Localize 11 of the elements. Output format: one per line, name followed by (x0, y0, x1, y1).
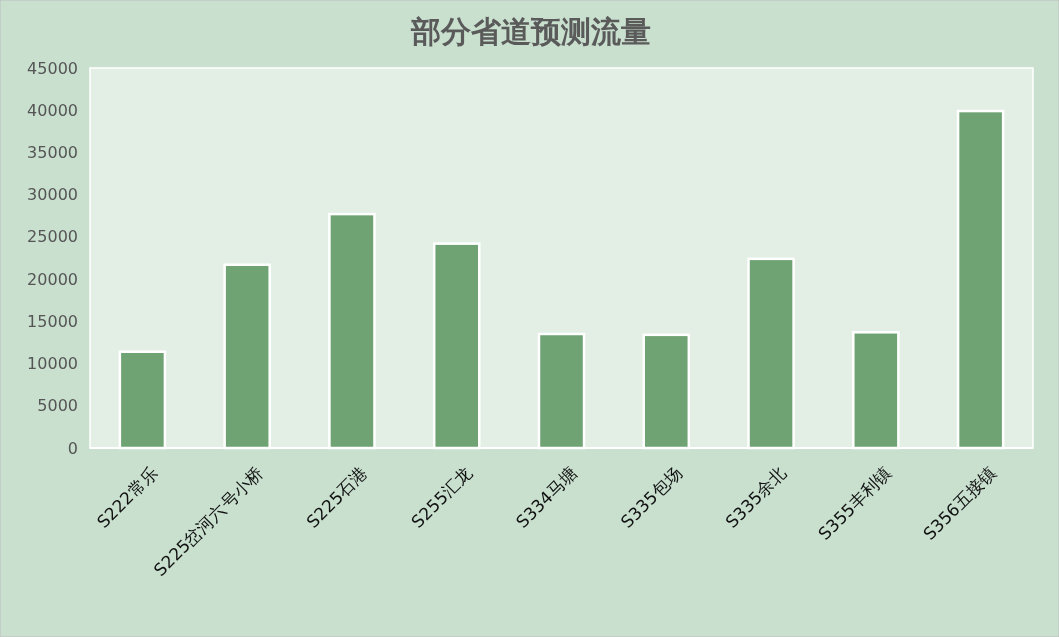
y-tick-label: 30000 (27, 185, 78, 205)
y-tick-label: 40000 (27, 100, 78, 120)
y-tick-label: 5000 (37, 396, 78, 416)
y-tick-label: 25000 (27, 227, 78, 247)
y-tick-label: 45000 (27, 58, 78, 78)
y-tick-label: 20000 (27, 269, 78, 289)
y-tick-label: 10000 (27, 354, 78, 374)
chart-title: 部分省道预测流量 (409, 14, 651, 49)
y-tick-label: 15000 (27, 311, 78, 331)
y-tick-label: 35000 (27, 143, 78, 163)
y-tick-label: 0 (67, 438, 78, 458)
